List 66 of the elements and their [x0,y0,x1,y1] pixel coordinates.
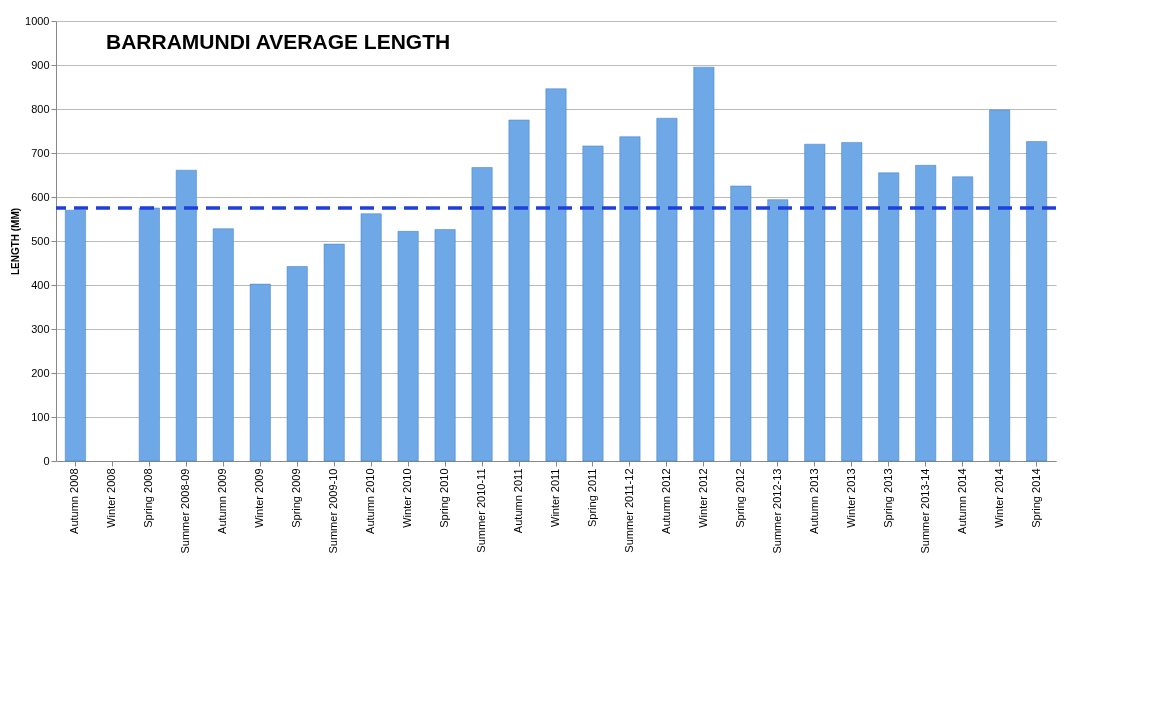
x-tick-label: Summer 2012-13 [770,468,783,554]
x-tick-label: Spring 2008 [142,468,155,528]
x-tick-label: Autumn 2008 [68,468,81,534]
bar [508,119,530,462]
x-tick-label: Spring 2011 [585,468,598,528]
bar [545,88,567,462]
y-tick-label: 800 [31,102,50,115]
bar [286,266,308,462]
bar [915,165,937,462]
bar [878,172,900,462]
x-tick-label: Winter 2012 [696,468,709,528]
bar [767,199,789,462]
y-tick-label: 0 [43,454,50,467]
bar [249,283,271,462]
x-tick-label: Winter 2013 [844,468,857,528]
y-tick-label: 700 [31,146,50,159]
bar [1026,141,1048,462]
bar [619,136,641,462]
x-tick-label: Summer 2010-11 [475,468,488,553]
bar [952,176,974,462]
x-tick-label: Spring 2014 [1029,468,1042,528]
x-tick-label: Summer 2008-09 [179,468,192,554]
bar [656,117,678,462]
bar [175,169,197,462]
bar [989,109,1011,462]
x-tick-label: Autumn 2010 [364,468,377,534]
x-tick-label: Spring 2009 [290,468,303,528]
y-tick-label: 600 [31,190,50,203]
x-tick-label: Winter 2010 [401,468,414,528]
y-tick-label: 500 [31,234,50,247]
chart-title: BARRAMUNDI AVERAGE LENGTH [106,30,451,53]
x-tick-label: Winter 2009 [253,468,266,528]
bar [693,66,715,462]
y-tick-label: 200 [31,366,50,379]
bar [471,167,493,462]
bar [397,231,419,462]
x-tick-label: Summer 2013-14 [918,468,931,554]
bar [730,185,752,462]
x-tick-label: Winter 2008 [105,468,118,528]
x-tick-label: Autumn 2011 [512,468,525,534]
bar [323,243,345,462]
x-tick-label: Summer 2011-12 [622,468,635,553]
y-tick-label: 1000 [25,14,50,27]
bar [64,209,86,462]
y-tick-label: 100 [31,410,50,423]
y-tick-label: 400 [31,278,50,291]
y-tick-label: 300 [31,322,50,335]
x-tick-label: Spring 2010 [438,468,451,528]
x-tick-label: Winter 2014 [992,468,1005,528]
x-tick-label: Summer 2009-10 [327,468,340,554]
bar [138,207,160,462]
x-tick-label: Autumn 2009 [216,468,229,534]
x-tick-label: Spring 2013 [881,468,894,528]
x-tick-label: Winter 2011 [549,468,561,527]
y-tick-label: 900 [31,58,50,71]
bar [582,145,604,462]
x-tick-label: Spring 2012 [733,468,746,528]
x-tick-label: Autumn 2014 [955,468,968,534]
bar [804,143,826,462]
bar [360,213,382,462]
y-axis-title: LENGTH (MM) [10,207,22,276]
bar [434,229,456,462]
x-tick-label: Autumn 2013 [807,468,820,534]
bar [212,228,234,462]
x-tick-label: Autumn 2012 [659,468,672,534]
bar [841,142,863,462]
